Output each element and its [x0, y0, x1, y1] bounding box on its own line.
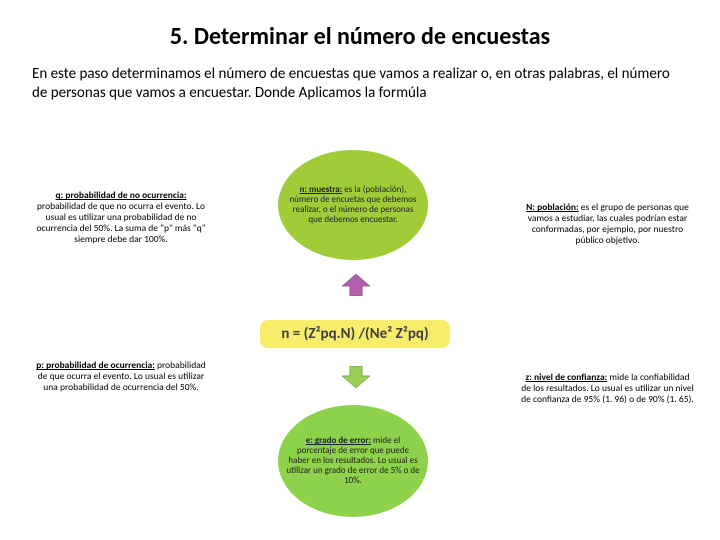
- formula-box: n = (Z²pq.N) /(Ne² Z²pq): [260, 320, 450, 348]
- definition-q: q: probabilidad de no ocurrencia: probab…: [36, 190, 206, 245]
- definition-z: z: nivel de confianza: mide la confiabil…: [520, 372, 695, 405]
- diagram-canvas: n: muestra: es la (población), número de…: [0, 130, 720, 540]
- page-title: 5. Determinar el número de encuestas: [0, 0, 720, 61]
- arrow-down-icon: [342, 366, 370, 393]
- definition-q-body: probabilidad de que no ocurra el evento.…: [36, 200, 205, 245]
- definition-n-poblacion: N: población: es el grupo de personas qu…: [520, 202, 695, 246]
- definition-p: p: probabilidad de ocurrencia: probabili…: [36, 360, 206, 393]
- arrow-up-icon: [342, 274, 370, 301]
- bubble-n-muestra: n: muestra: es la (población), número de…: [278, 150, 428, 260]
- intro-text: En este paso determinamos el número de e…: [0, 61, 720, 103]
- bubble-e-error: e: grado de error: mide el porcentaje de…: [278, 405, 428, 517]
